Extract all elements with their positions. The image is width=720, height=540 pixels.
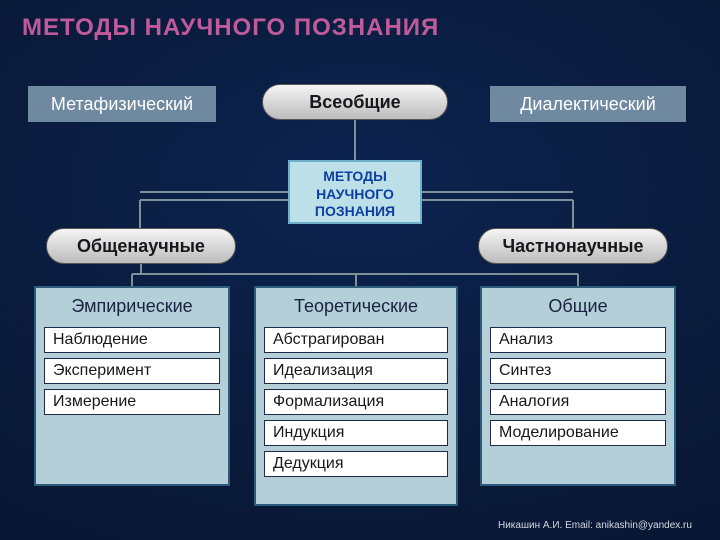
- footer-credit: Никашин А.И. Email: anikashin@yandex.ru: [498, 520, 692, 531]
- list-item: Аналогия: [490, 389, 666, 415]
- list-item: Наблюдение: [44, 327, 220, 353]
- column-title: Эмпирические: [36, 288, 228, 323]
- center-line3: ПОЗНАНИЯ: [290, 203, 420, 221]
- column-0: Эмпирические Наблюдение Эксперимент Измерен…: [34, 286, 230, 486]
- center-line2: НАУЧНОГО: [290, 186, 420, 204]
- column-body: Наблюдение Эксперимент Измерение: [36, 323, 228, 428]
- column-title: Теоретические: [256, 288, 456, 323]
- center-line1: МЕТОДЫ: [290, 168, 420, 186]
- column-body: Абстрагирован Идеализация Формализация Инду…: [256, 323, 456, 490]
- label-metafiz: Метафизический: [28, 86, 216, 122]
- pill-universal: Всеобщие: [262, 84, 448, 120]
- list-item: Индукция: [264, 420, 448, 446]
- page-title: МЕТОДЫ НАУЧНОГО ПОЗНАНИЯ: [22, 14, 439, 42]
- column-2: Общие Анализ Синтез Аналогия Моделирование: [480, 286, 676, 486]
- list-item: Анализ: [490, 327, 666, 353]
- list-item: Дедукция: [264, 451, 448, 477]
- pill-general-scientific: Общенаучные: [46, 228, 236, 264]
- list-item: Идеализация: [264, 358, 448, 384]
- list-item: Моделирование: [490, 420, 666, 446]
- column-1: Теоретические Абстрагирован Идеализация Фор…: [254, 286, 458, 506]
- list-item: Измерение: [44, 389, 220, 415]
- list-item: Эксперимент: [44, 358, 220, 384]
- pill-specific-scientific: Частнонаучные: [478, 228, 668, 264]
- list-item: Абстрагирован: [264, 327, 448, 353]
- column-title: Общие: [482, 288, 674, 323]
- center-box: МЕТОДЫ НАУЧНОГО ПОЗНАНИЯ: [288, 160, 422, 224]
- label-dialect: Диалектический: [490, 86, 686, 122]
- list-item: Формализация: [264, 389, 448, 415]
- list-item: Синтез: [490, 358, 666, 384]
- column-body: Анализ Синтез Аналогия Моделирование: [482, 323, 674, 459]
